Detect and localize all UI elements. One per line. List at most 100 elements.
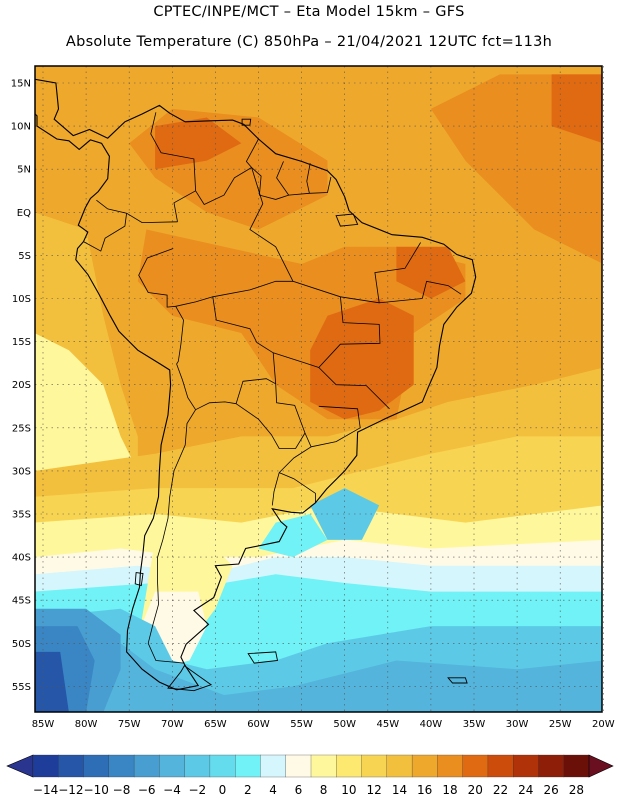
- lat-tick-label: 15N: [11, 79, 31, 90]
- colorbar-swatch: [184, 754, 211, 778]
- lon-tick-label: 25W: [549, 719, 572, 730]
- colorbar-tick-label: 6: [295, 783, 303, 797]
- colorbar-swatch: [133, 754, 160, 778]
- lat-tick-label: 10S: [12, 294, 31, 305]
- lat-tick-label: 50S: [12, 639, 31, 650]
- lat-tick-label: EQ: [17, 208, 31, 219]
- colorbar-tick-label: 26: [543, 783, 558, 797]
- colorbar-tick-label: 16: [417, 783, 432, 797]
- andes-chile-argentina-border: [147, 409, 196, 664]
- venezuela-brazil-border: [195, 167, 252, 206]
- colorbar-swatch: [159, 754, 186, 778]
- lon-tick-label: 80W: [75, 719, 98, 730]
- marajo-island: [335, 213, 359, 227]
- colorbar-swatch: [285, 754, 312, 778]
- brazil-state-lines-c: [273, 352, 319, 368]
- brazil-state-lines-g: [212, 280, 293, 298]
- central-hot-zone: [310, 298, 414, 420]
- south-sky-zone: [35, 643, 602, 712]
- lon-tick-label: 40W: [420, 719, 443, 730]
- chile-bolivia-border: [176, 363, 196, 410]
- colorbar-tick-label: −6: [138, 783, 156, 797]
- colorbar-tick-label: 12: [367, 783, 382, 797]
- colorbar-swatch: [108, 754, 135, 778]
- lon-tick-label: 35W: [463, 719, 486, 730]
- uruguay-argentina-border: [271, 472, 280, 506]
- lon-tick-label: 75W: [118, 719, 141, 730]
- colorbar-swatch: [513, 754, 539, 778]
- lon-tick-label: 85W: [32, 719, 55, 730]
- bolivia-argentina-border: [195, 401, 237, 411]
- colorbar-tick-label: −14: [33, 783, 58, 797]
- colorbar-tick-label: 2: [244, 783, 252, 797]
- colorbar-swatch: [32, 754, 59, 778]
- colorbar-swatch: [462, 754, 489, 778]
- lat-tick-label: 5N: [17, 165, 31, 176]
- peru-brazil-border: [138, 248, 176, 308]
- south-atlantic-aqua: [310, 488, 380, 540]
- colorbar-swatch: [437, 754, 464, 778]
- chiloe-island: [134, 572, 144, 587]
- colorbar-tick-label: −10: [84, 783, 109, 797]
- atlantic-hot-spot: [551, 74, 602, 143]
- south-atlantic-cyan: [258, 514, 328, 558]
- ecuador-peru-border: [83, 213, 127, 252]
- guyana-suriname-border: [276, 161, 290, 196]
- colorbar-tick-label: 18: [442, 783, 457, 797]
- colorbar-swatch: [235, 754, 261, 778]
- colorbar-tick-label: 0: [219, 783, 227, 797]
- colorbar-high-arrow: [588, 754, 614, 778]
- brazil-state-lines-f: [311, 405, 361, 448]
- map-frame: [34, 65, 603, 713]
- colorbar-tick-label: 24: [518, 783, 533, 797]
- south-america-coastline: [35, 78, 477, 691]
- colorbar-tick-label: −4: [163, 783, 181, 797]
- colombia-venezuela-border: [150, 112, 197, 222]
- lat-tick-label: 45S: [12, 596, 31, 607]
- lon-tick-label: 60W: [247, 719, 270, 730]
- colorbar-swatch: [487, 754, 514, 778]
- uruguay-brazil-border: [279, 472, 316, 503]
- lat-tick-label: 40S: [12, 553, 31, 564]
- lat-tick-label: 30S: [12, 466, 31, 477]
- latitude-axis: 15N 10N 5N EQ 5S 10S 15S 20S 25S 30S 35S 40S 45S 50S 5…: [11, 79, 31, 693]
- colorbar: −14 −12 −10 −8 −6 −4 −2 0 2 4 6 8 10 12 14 16 18 20 22 24 26…: [6, 754, 614, 797]
- colorbar-tick-label: 22: [493, 783, 508, 797]
- colorbar-swatch: [83, 754, 110, 778]
- colorbar-swatch: [563, 754, 590, 778]
- colorbar-swatch: [310, 754, 337, 778]
- colorbar-swatch: [361, 754, 388, 778]
- falkland-islands: [247, 651, 279, 664]
- colorbar-tick-label: 14: [392, 783, 407, 797]
- colorbar-tick-label: −12: [58, 783, 83, 797]
- brazil-state-lines-e: [421, 280, 462, 299]
- colorbar-tick-label: −8: [113, 783, 131, 797]
- colorbar-swatch: [411, 754, 438, 778]
- colorbar-tick-label: 4: [269, 783, 277, 797]
- lat-tick-label: 10N: [11, 122, 31, 133]
- lon-tick-label: 20W: [592, 719, 615, 730]
- suriname-guiana-border: [306, 163, 311, 194]
- colorbar-tick-label: 20: [468, 783, 483, 797]
- lon-tick-label: 50W: [333, 719, 356, 730]
- colorbar-tick-label: −2: [188, 783, 206, 797]
- peru-bolivia-border: [175, 306, 184, 365]
- brazil-state-lines-d: [374, 242, 421, 303]
- colorbar-tick-label: 8: [320, 783, 328, 797]
- brazil-state-lines-a: [249, 167, 423, 304]
- colorbar-swatch: [538, 754, 565, 778]
- chart-title-line-2: Absolute Temperature (C) 850hPa – 21/04/…: [65, 34, 553, 50]
- southwest-deep-zone: [35, 651, 69, 712]
- pacific-pale-zone: [35, 333, 138, 497]
- chart-title-line-1: CPTEC/INPE/MCT – Eta Model 15km – GFS: [153, 4, 465, 20]
- paraguay-argentina-border: [235, 403, 306, 449]
- colorbar-swatch: [260, 754, 287, 778]
- trinidad-island: [241, 118, 252, 126]
- lon-tick-label: 70W: [161, 719, 184, 730]
- lat-tick-label: 55S: [12, 682, 31, 693]
- longitude-axis: 85W 80W 75W 70W 65W 60W 55W 50W 45W 40W 35W 30W 25W 2…: [32, 719, 615, 730]
- lat-tick-label: 25S: [12, 423, 31, 434]
- bolivia-paraguay-border: [235, 378, 276, 404]
- lat-tick-label: 15S: [12, 337, 31, 348]
